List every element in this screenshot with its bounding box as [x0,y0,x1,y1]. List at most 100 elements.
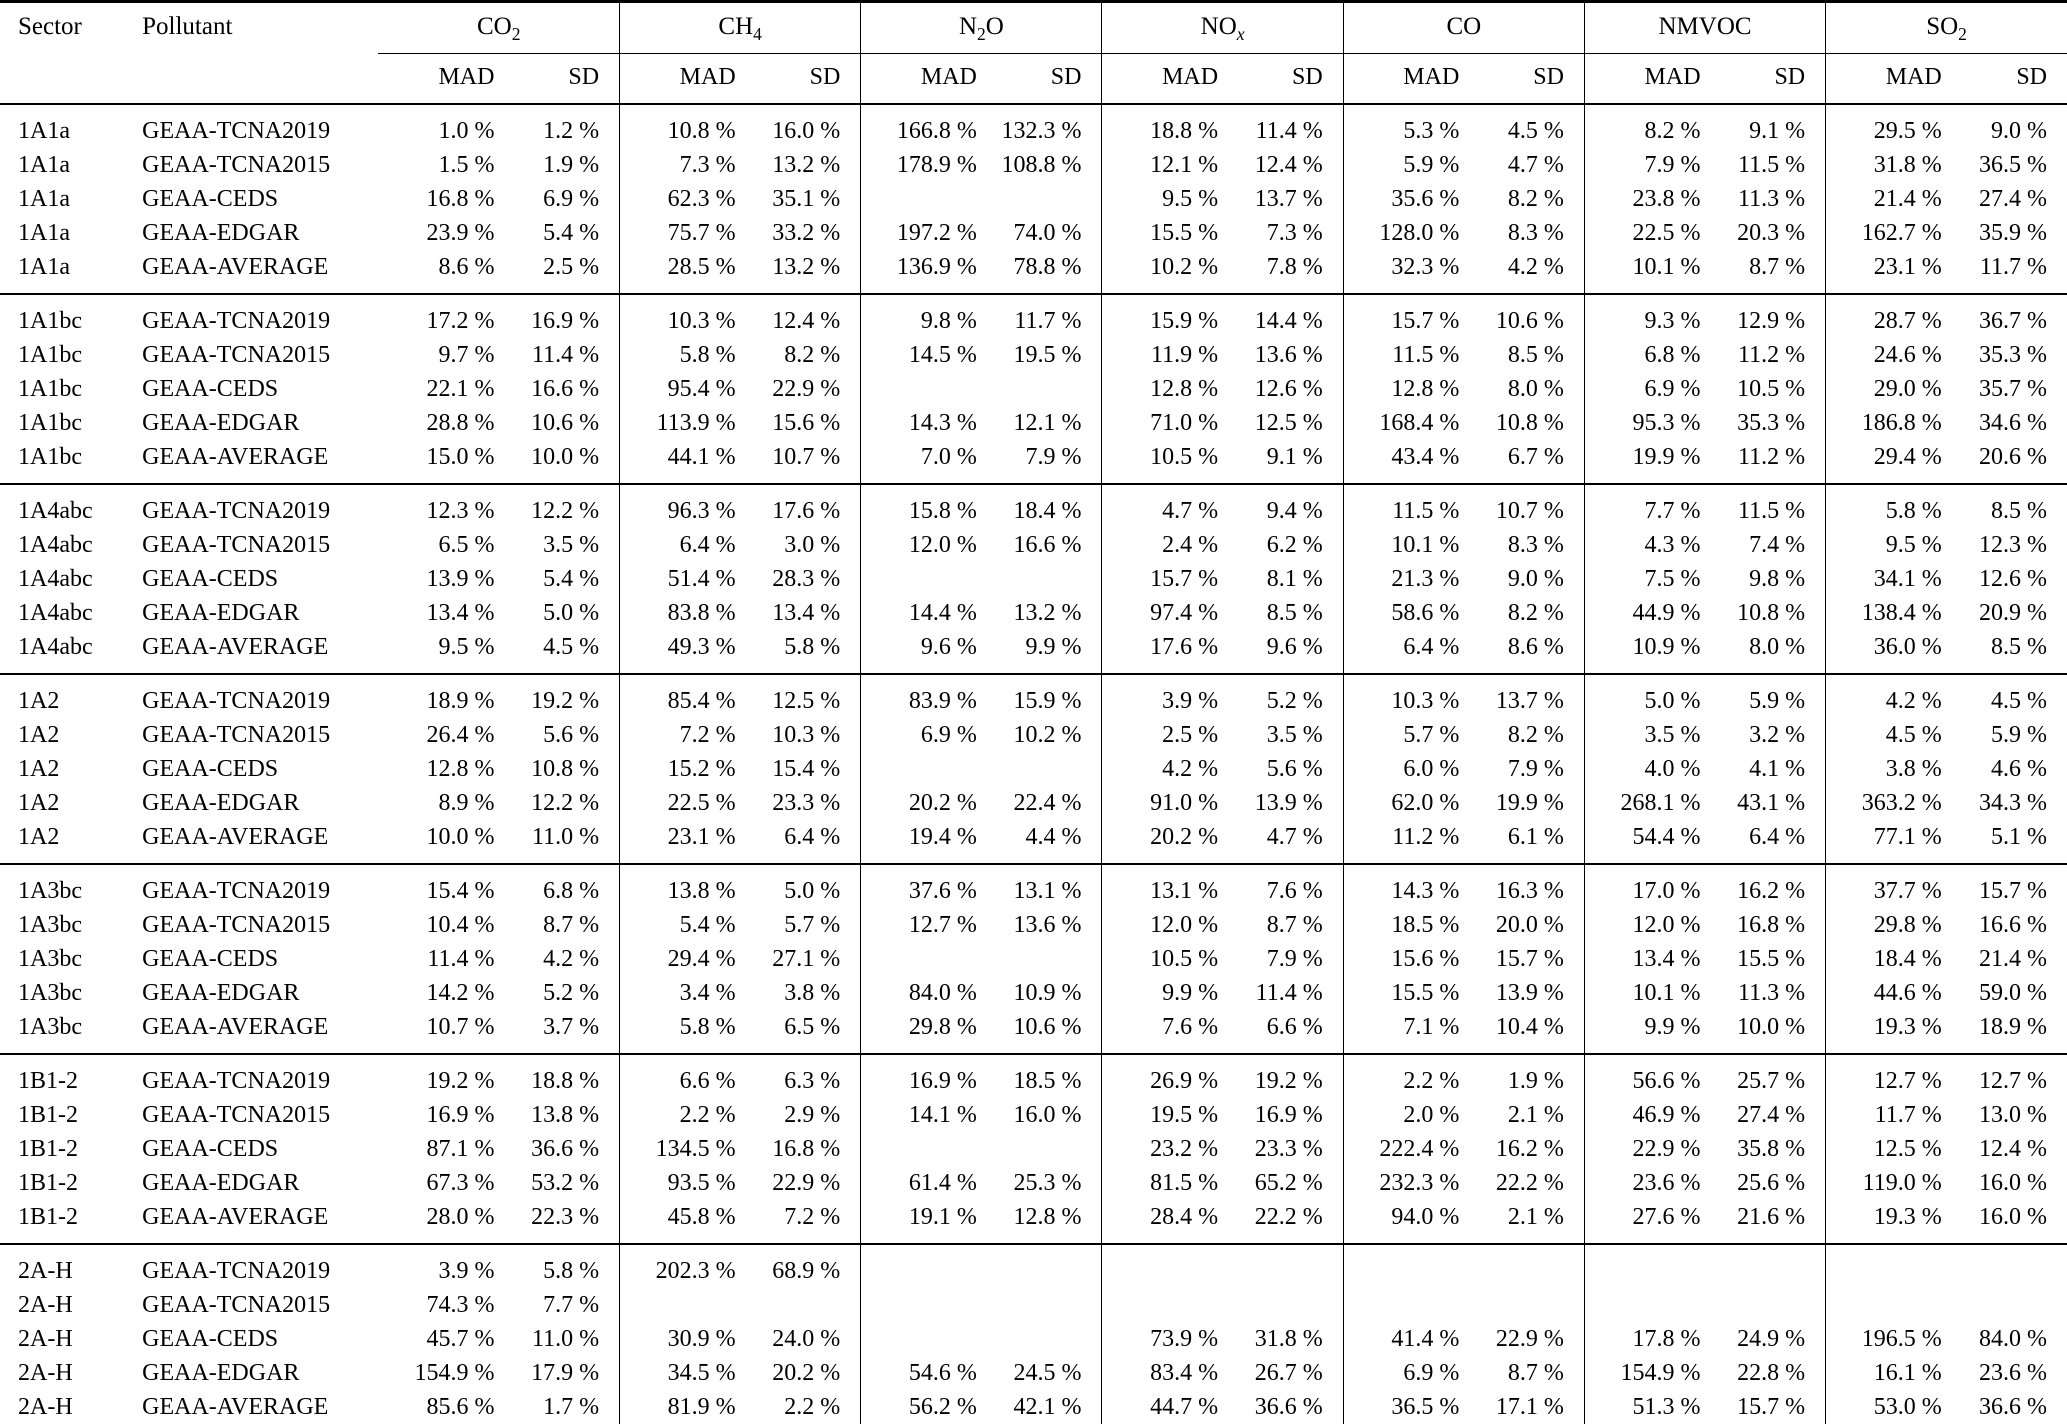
value-cell: 67.3 % [426,1170,495,1196]
value-cell: 46.9 % [1583,1098,1713,1132]
value-cell: 8.6 % [1507,634,1564,660]
value-cell [989,372,1102,406]
value-cell: 11.5 % [1738,498,1806,524]
value-cell: 12.5 % [1254,410,1323,436]
pollutant-cell: GEAA-CEDS [142,1136,279,1162]
value-cell: 22.3 % [531,1204,600,1230]
value-cell: 15.6 % [772,410,841,436]
value-cell: 23.6 % [1979,1360,2047,1386]
value-cell: 6.6 % [619,1054,748,1098]
value-cell: 13.9 % [1495,980,1564,1006]
table-row: 2A-H GEAA-CEDS 45.7 % 11.0 % 30.9 % 24.0 % 73.… [0,1322,2067,1356]
value-cell: 10.6 % [1495,308,1564,334]
value-cell: 13.7 % [1495,688,1564,714]
value-cell: 74.0 % [1013,220,1082,246]
value-cell: 5.2 % [543,980,600,1006]
value-cell: 10.8 % [1495,410,1564,436]
value-cell: 10.8 % [1737,600,1806,626]
table-row: 1A2 GEAA-TCNA2019 18.9 % 19.2 % 85.4 % 12.5 %… [0,674,2067,718]
value-cell: 41.4 % [1342,1322,1472,1356]
value-cell: 13.4 % [772,600,841,626]
value-cell: 15.2 % [619,752,748,786]
value-cell: 11.5 % [1738,152,1806,178]
value-cell: 8.7 % [1266,912,1323,938]
value-cell: 28.4 % [1101,1200,1231,1244]
value-cell [1342,1244,1472,1288]
value-cell: 9.1 % [1266,444,1323,470]
value-cell: 10.2 % [1101,250,1231,294]
value-cell: 12.8 % [1101,372,1231,406]
value-cell: 16.2 % [1495,1136,1564,1162]
value-cell: 95.4 % [619,372,748,406]
value-cell: 9.8 % [860,294,989,338]
sector-cell: 1A3bc [18,878,82,904]
value-cell: 27.4 % [1979,186,2047,212]
pollutant-cell: GEAA-TCNA2015 [142,912,331,938]
table-row: 2A-H GEAA-AVERAGE 85.6 % 1.7 % 81.9 % 2.2 % 56… [0,1390,2067,1424]
pollutant-group-header-nox: NOx [1101,1,1344,54]
value-cell: 9.9 % [1101,976,1231,1010]
value-cell: 202.3 % [619,1244,748,1288]
value-cell: 5.6 % [1266,756,1323,782]
value-cell: 13.1 % [1013,878,1082,904]
value-cell: 5.9 % [1749,688,1806,714]
value-cell: 85.6 % [426,1394,495,1420]
value-cell: 19.9 % [1583,440,1713,484]
value-cell: 1.9 % [543,152,600,178]
value-cell: 71.0 % [1101,406,1231,440]
value-cell: 8.0 % [1749,634,1806,660]
value-cell: 15.7 % [1737,1394,1806,1420]
value-cell: 5.8 % [619,338,748,372]
value-cell: 49.3 % [619,630,748,674]
value-cell: 27.6 % [1583,1200,1713,1244]
value-cell: 6.4 % [784,824,841,850]
value-cell: 5.0 % [784,878,841,904]
value-cell: 16.6 % [531,376,600,402]
sector-cell: 1A3bc [18,980,82,1006]
value-cell: 8.6 % [438,254,495,280]
pollutant-cell: GEAA-TCNA2015 [142,1102,331,1128]
value-cell: 15.5 % [1737,946,1806,972]
value-cell [748,1288,861,1322]
value-cell [989,1288,1102,1322]
value-cell: 15.8 % [860,484,989,528]
value-cell: 54.4 % [1583,820,1713,864]
sector-cell: 1A4abc [18,532,93,558]
value-cell: 9.1 % [1749,118,1806,144]
value-cell: 22.5 % [619,786,748,820]
value-cell: 12.8 % [1342,372,1472,406]
value-cell: 2.9 % [784,1102,841,1128]
value-cell: 96.3 % [619,484,748,528]
value-cell: 12.0 % [860,528,989,562]
table-row: 1A1a GEAA-TCNA2019 1.0 % 1.2 % 10.8 % 16.0 % 1… [0,104,2067,148]
value-cell: 19.3 % [1825,1010,1954,1054]
pollutant-cell: GEAA-TCNA2015 [142,342,331,368]
value-cell: 61.4 % [860,1166,989,1200]
value-cell: 5.0 % [1583,674,1713,718]
value-cell: 8.5 % [1266,600,1323,626]
value-cell: 2.2 % [784,1394,841,1420]
table-row: 2A-H GEAA-TCNA2015 74.3 % 7.7 % [0,1288,2067,1322]
value-cell: 12.2 % [531,498,600,524]
stat-header-sd: SD [1953,53,2067,105]
value-cell [989,1132,1102,1166]
value-cell: 3.9 % [1101,674,1231,718]
stat-header-mad: MAD [378,53,507,105]
value-cell: 13.9 % [1254,790,1323,816]
value-cell: 12.5 % [772,688,841,714]
value-cell [1713,1244,1826,1288]
value-cell: 23.6 % [1583,1166,1713,1200]
value-cell: 58.6 % [1342,596,1472,630]
value-cell: 5.1 % [1991,824,2047,850]
stat-header-sd: SD [747,53,861,105]
value-cell [989,562,1102,596]
value-cell: 8.5 % [1991,498,2047,524]
value-cell: 18.4 % [1825,942,1954,976]
value-cell [860,182,989,216]
value-cell: 9.0 % [1991,118,2047,144]
value-cell: 75.7 % [619,216,748,250]
value-cell: 128.0 % [1342,216,1472,250]
value-cell: 18.9 % [1979,1014,2047,1040]
sector-cell: 1A1bc [18,410,82,436]
